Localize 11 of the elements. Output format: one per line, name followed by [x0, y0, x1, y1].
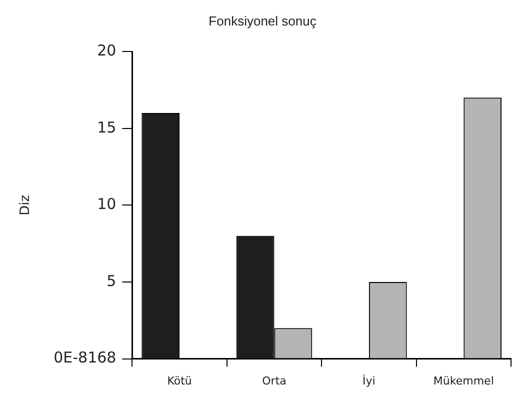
- y-axis-title: Diz: [18, 194, 34, 216]
- x-tick-label: Orta: [262, 374, 286, 388]
- x-tick-label: Kötü: [167, 374, 192, 388]
- y-tick-label: 10: [97, 195, 116, 214]
- y-tick-label: 15: [97, 118, 116, 136]
- chart-title: Fonksiyonel sonuç: [208, 13, 317, 28]
- y-tick-label: 0E-8168: [54, 348, 116, 367]
- x-tick-label: İyi: [362, 373, 376, 388]
- y-tick-label: 5: [106, 272, 116, 290]
- y-tick-label: 20: [97, 41, 116, 60]
- x-tick-label: Mükemmel: [433, 374, 494, 388]
